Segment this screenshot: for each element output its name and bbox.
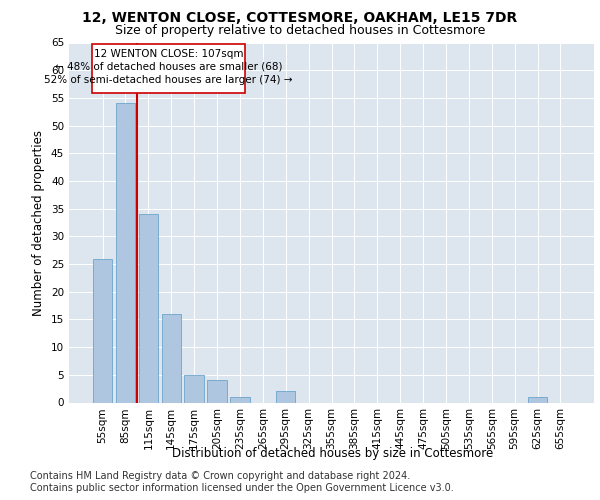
- Bar: [92, 44, 245, 94]
- Text: 12 WENTON CLOSE: 107sqm: 12 WENTON CLOSE: 107sqm: [94, 49, 243, 59]
- Text: Size of property relative to detached houses in Cottesmore: Size of property relative to detached ho…: [115, 24, 485, 37]
- Bar: [184, 375, 204, 402]
- Bar: [528, 397, 547, 402]
- Bar: [139, 214, 158, 402]
- Text: Distribution of detached houses by size in Cottesmore: Distribution of detached houses by size …: [172, 448, 494, 460]
- Text: Contains HM Land Registry data © Crown copyright and database right 2024.: Contains HM Land Registry data © Crown c…: [30, 471, 410, 481]
- Text: 52% of semi-detached houses are larger (74) →: 52% of semi-detached houses are larger (…: [44, 74, 293, 85]
- Bar: [230, 397, 250, 402]
- Y-axis label: Number of detached properties: Number of detached properties: [32, 130, 46, 316]
- Bar: [93, 258, 112, 402]
- Text: ← 48% of detached houses are smaller (68): ← 48% of detached houses are smaller (68…: [55, 62, 282, 72]
- Bar: [116, 104, 135, 403]
- Bar: [161, 314, 181, 402]
- Bar: [276, 392, 295, 402]
- Text: Contains public sector information licensed under the Open Government Licence v3: Contains public sector information licen…: [30, 483, 454, 493]
- Text: 12, WENTON CLOSE, COTTESMORE, OAKHAM, LE15 7DR: 12, WENTON CLOSE, COTTESMORE, OAKHAM, LE…: [82, 11, 518, 25]
- Bar: [208, 380, 227, 402]
